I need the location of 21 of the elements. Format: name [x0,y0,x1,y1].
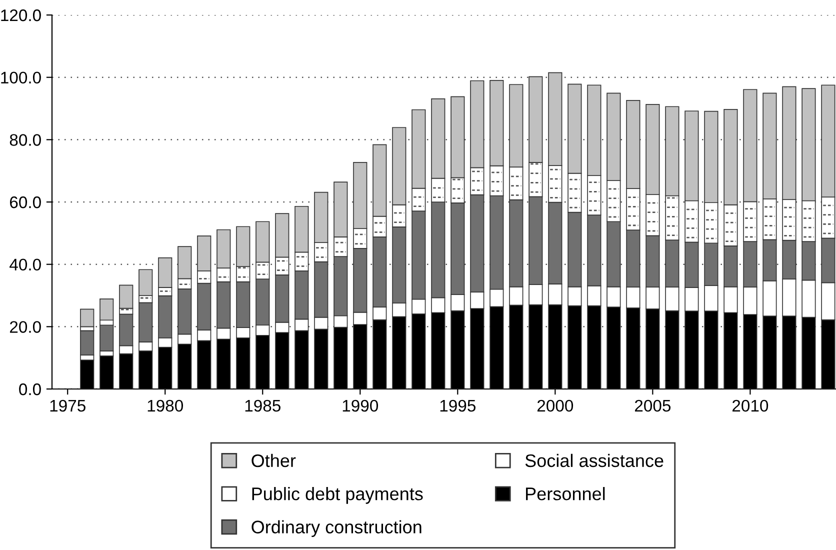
y-tick-label: 20.0 [10,321,41,333]
legend-label: Social assistance [525,454,664,468]
legend-label: Other [252,454,296,468]
y-tick-label: 120.0 [1,9,41,22]
y-tick-label: 0.0 [19,383,41,396]
x-tick-label: 1975 [50,400,86,412]
y-tick-label: 40.0 [10,258,41,271]
x-tick-label: 1990 [342,400,378,412]
y-tick-label: 60.0 [10,196,41,208]
legend-label: Public debt payments [252,487,423,504]
x-tick-label: 1995 [440,400,476,412]
legend-label: Ordinary construction [252,520,422,538]
x-tick-label: 2000 [537,400,574,412]
legend-label: Personnel [526,487,605,500]
x-tick-label: 1985 [245,400,280,412]
y-tick-label: 80.0 [10,134,41,146]
bar [80,308,94,328]
x-tick-label: 2010 [732,400,768,412]
x-tick-label: 2005 [634,400,671,412]
x-tick-label: 1980 [148,400,184,412]
y-tick-label: 100.0 [1,72,41,84]
